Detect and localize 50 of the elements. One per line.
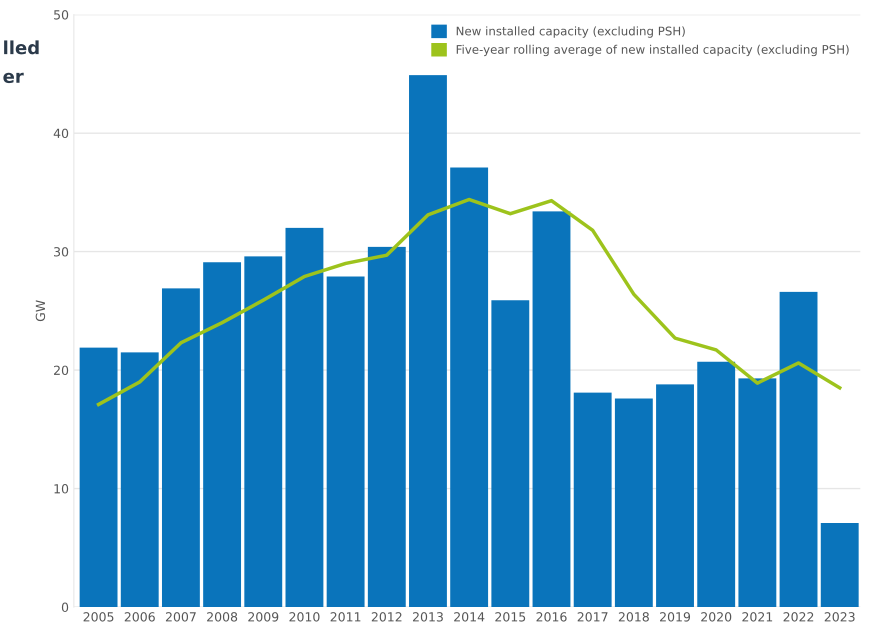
bar bbox=[656, 384, 694, 608]
y-tick-label: 50 bbox=[54, 10, 68, 20]
bar bbox=[244, 256, 282, 608]
x-tick-label: 2011 bbox=[330, 612, 360, 622]
bar bbox=[409, 75, 447, 608]
x-tick-label: 2020 bbox=[701, 612, 732, 622]
x-tick-label: 2014 bbox=[454, 612, 484, 622]
bar bbox=[574, 392, 612, 608]
x-tick-label: 2013 bbox=[412, 612, 443, 622]
bar bbox=[780, 292, 818, 608]
text: er bbox=[3, 72, 24, 84]
x-tick-label: 2009 bbox=[248, 612, 278, 622]
x-tick-label: 2021 bbox=[742, 612, 772, 622]
x-tick-label: 2012 bbox=[372, 612, 402, 622]
bar bbox=[120, 352, 159, 608]
bar bbox=[614, 398, 653, 608]
x-tick-label: 2019 bbox=[660, 612, 690, 622]
bar bbox=[80, 348, 118, 608]
y-tick-label: 0 bbox=[62, 602, 68, 612]
y-tick-label: 30 bbox=[54, 247, 68, 257]
x-tick-label: 2023 bbox=[824, 612, 855, 622]
legend-label: Five-year rolling average of new installed capacity (excluding PSH) bbox=[456, 44, 849, 56]
y-tick-label: 20 bbox=[54, 366, 68, 376]
bar bbox=[491, 300, 530, 608]
bar bbox=[162, 288, 200, 608]
y-tick-label: 40 bbox=[54, 128, 68, 138]
x-tick-label: 2008 bbox=[207, 612, 238, 622]
bar bbox=[368, 246, 406, 608]
bar bbox=[450, 167, 488, 608]
bar bbox=[203, 262, 242, 608]
x-tick-label: 2017 bbox=[578, 612, 608, 622]
x-tick-label: 2016 bbox=[536, 612, 567, 622]
x-tick-label: 2022 bbox=[784, 612, 814, 622]
x-tick-label: 2005 bbox=[84, 612, 114, 622]
y-axis-title: GW bbox=[36, 300, 46, 322]
bar bbox=[326, 276, 365, 608]
x-tick-label: 2007 bbox=[166, 612, 196, 622]
y-tick-label: 10 bbox=[54, 484, 68, 494]
bar bbox=[532, 211, 570, 608]
x-tick-label: 2006 bbox=[124, 612, 155, 622]
bar bbox=[697, 362, 736, 608]
bar bbox=[286, 228, 324, 608]
line-series bbox=[96, 198, 842, 406]
text: lled bbox=[4, 40, 39, 54]
x-tick-label: 2018 bbox=[618, 612, 649, 622]
legend-label: New installed capacity (excluding PSH) bbox=[456, 26, 685, 38]
x-tick-label: 2010 bbox=[289, 612, 320, 622]
bar bbox=[820, 522, 859, 608]
bar bbox=[738, 378, 776, 608]
x-tick-label: 2015 bbox=[495, 612, 526, 622]
